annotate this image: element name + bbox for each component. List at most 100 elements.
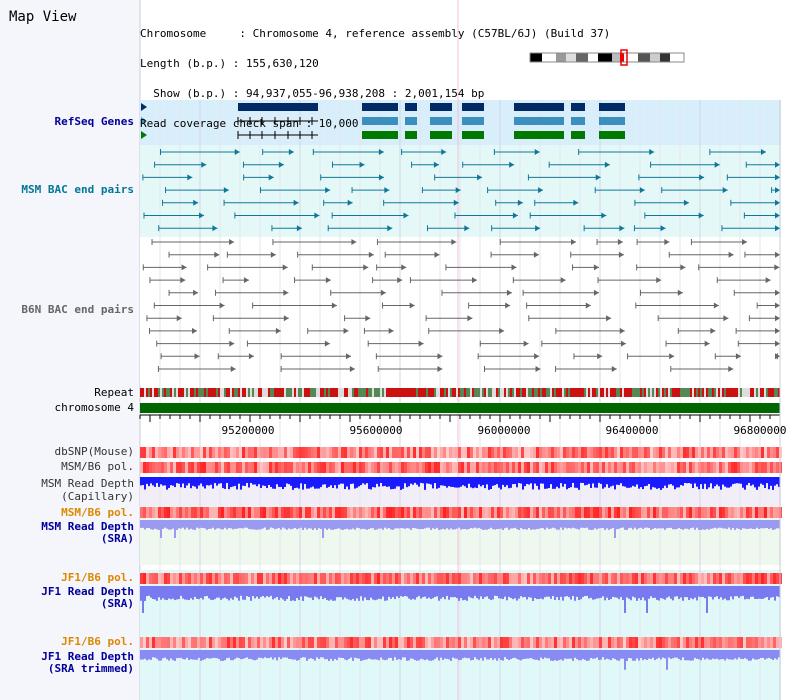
depth-bar [738, 650, 740, 658]
heat-cell [155, 507, 158, 518]
depth-bar [738, 477, 740, 484]
depth-bar [532, 650, 534, 660]
repeat-mark [298, 388, 300, 397]
heat-cell [710, 447, 713, 458]
depth-bar [244, 520, 246, 528]
track-label-msm-b6-pol[interactable]: MSM/B6 pol. [61, 460, 134, 473]
track-label-msm-depth-sra[interactable]: MSM Read Depth [41, 520, 134, 533]
depth-bar [628, 586, 630, 599]
heat-cell [749, 573, 752, 584]
track-label-msm-depth-capillary[interactable]: MSM Read Depth [41, 477, 134, 490]
depth-bar [534, 650, 536, 660]
depth-bar [156, 586, 158, 601]
depth-bar [346, 650, 348, 661]
track-label-jf1-b6-pol-2[interactable]: JF1/B6 pol. [61, 635, 134, 648]
depth-bar [338, 520, 340, 529]
depth-bar [336, 477, 338, 489]
heat-cell [167, 447, 170, 458]
heat-cell [347, 447, 350, 458]
depth-bar [550, 650, 552, 661]
heat-cell [740, 447, 743, 458]
msm-depth-capillary [140, 477, 780, 490]
heat-cell [377, 462, 380, 473]
track-label-refseq-genes[interactable]: RefSeq Genes [54, 115, 134, 128]
heat-cell [773, 447, 776, 458]
repeat-mark [268, 388, 270, 397]
depth-bar [294, 650, 296, 660]
depth-bar [520, 477, 522, 484]
heat-cell [392, 637, 395, 648]
heat-cell [614, 507, 617, 518]
track-label-jf1-b6-pol[interactable]: JF1/B6 pol. [61, 571, 134, 584]
depth-bar [566, 586, 568, 597]
depth-bar [208, 520, 210, 529]
depth-bar [230, 650, 232, 661]
heat-cell [185, 573, 188, 584]
depth-bar [440, 586, 442, 599]
depth-bar [580, 477, 582, 483]
depth-bar [536, 650, 538, 660]
depth-bar [770, 650, 772, 659]
track-label-jf1-depth-trimmed[interactable]: JF1 Read Depth [41, 650, 134, 663]
bac-pair-end [499, 327, 505, 334]
track-label-b6n-bac[interactable]: B6N BAC end pairs [21, 303, 134, 316]
heat-cell [572, 507, 575, 518]
depth-bar [512, 650, 514, 659]
repeat-mark [146, 388, 148, 397]
depth-bar [258, 650, 260, 658]
depth-bar [760, 650, 762, 658]
heat-cell [470, 447, 473, 458]
track-label-msm-bac[interactable]: MSM BAC end pairs [21, 183, 134, 196]
depth-bar [428, 586, 430, 598]
heat-cell [545, 447, 548, 458]
heat-cell [692, 573, 695, 584]
heat-cell [386, 507, 389, 518]
repeat-mark [300, 388, 302, 397]
heat-cell [290, 573, 293, 584]
heat-cell [635, 507, 638, 518]
track-label-jf1-depth-sra[interactable]: JF1 Read Depth [41, 585, 134, 598]
repeat-mark [632, 388, 634, 397]
heat-cell [512, 447, 515, 458]
repeat-mark [464, 388, 466, 397]
heat-cell [494, 507, 497, 518]
heat-cell [227, 447, 230, 458]
depth-bar [360, 650, 362, 661]
depth-bar [242, 520, 244, 529]
heat-cell [665, 573, 668, 584]
repeat-mark [524, 388, 526, 397]
repeat-mark [552, 388, 554, 397]
track-label-msm-b6-pol-2[interactable]: MSM/B6 pol. [61, 506, 134, 519]
depth-bar [422, 477, 424, 484]
depth-bar [554, 520, 556, 529]
heat-cell [257, 462, 260, 473]
bac-pair-end [669, 353, 675, 360]
depth-bar [698, 650, 700, 660]
heat-cell [590, 507, 593, 518]
depth-bar [422, 586, 424, 598]
track-label-dbsnp[interactable]: dbSNP(Mouse) [54, 445, 134, 458]
repeat-mark [418, 388, 420, 397]
heat-cell [350, 507, 353, 518]
depth-bar [660, 477, 662, 490]
gene-block [462, 103, 484, 111]
heat-cell [740, 462, 743, 473]
heat-cell [422, 573, 425, 584]
depth-bar [350, 650, 352, 658]
repeat-mark [330, 388, 332, 397]
heat-cell [245, 637, 248, 648]
depth-bar [554, 650, 556, 661]
depth-bar [394, 650, 396, 658]
depth-bar [526, 520, 528, 530]
heat-cell [611, 637, 614, 648]
heat-cell [167, 573, 170, 584]
depth-bar [618, 477, 620, 486]
heat-cell [596, 447, 599, 458]
heat-cell [245, 507, 248, 518]
heat-cell [179, 507, 182, 518]
depth-bar [704, 586, 706, 599]
heat-cell [623, 462, 626, 473]
repeat-mark [510, 388, 512, 397]
depth-bar [466, 477, 468, 488]
heat-cell [689, 447, 692, 458]
